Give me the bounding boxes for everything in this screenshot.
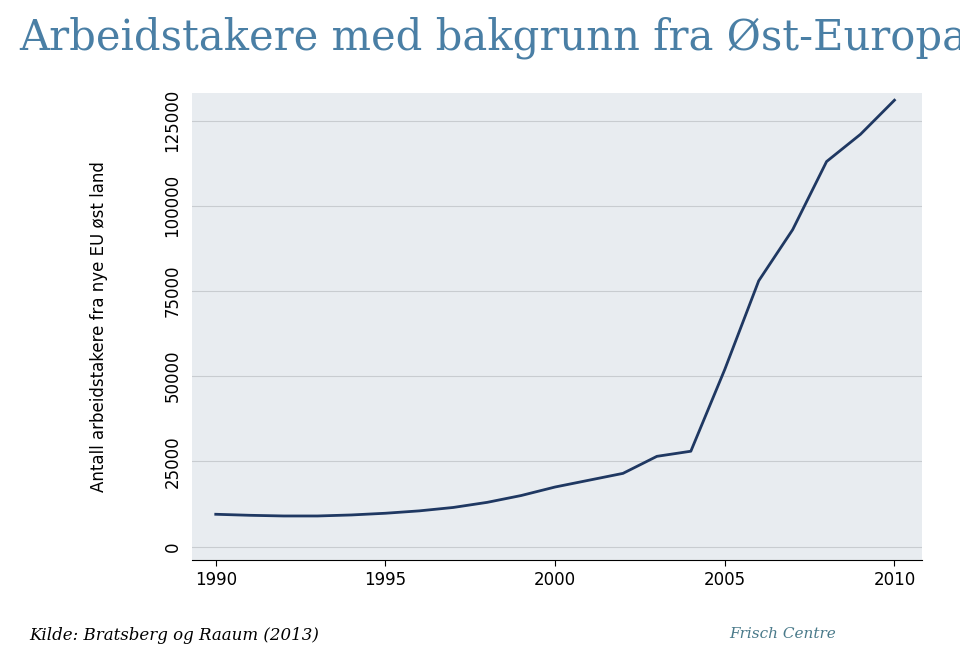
Text: f: f xyxy=(875,602,895,647)
Y-axis label: Antall arbeidstakere fra nye EU øst land: Antall arbeidstakere fra nye EU øst land xyxy=(90,161,108,492)
Text: Kilde: Bratsberg og Raaum (2013): Kilde: Bratsberg og Raaum (2013) xyxy=(29,627,319,644)
Text: Arbeidstakere med bakgrunn fra Øst-Europa…: Arbeidstakere med bakgrunn fra Øst-Europ… xyxy=(19,17,960,59)
Text: Frisch Centre: Frisch Centre xyxy=(730,627,836,641)
